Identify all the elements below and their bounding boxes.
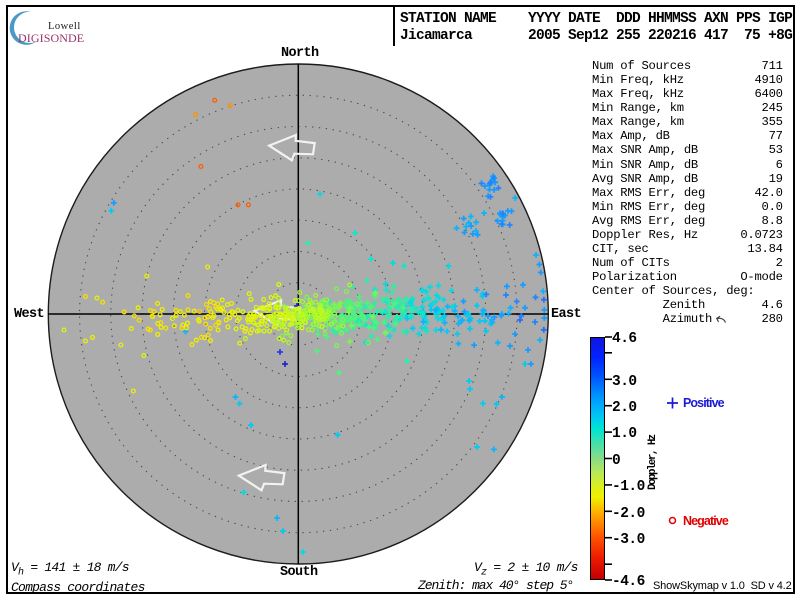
svg-text:Doppler, Hz: Doppler, Hz: [647, 434, 659, 490]
